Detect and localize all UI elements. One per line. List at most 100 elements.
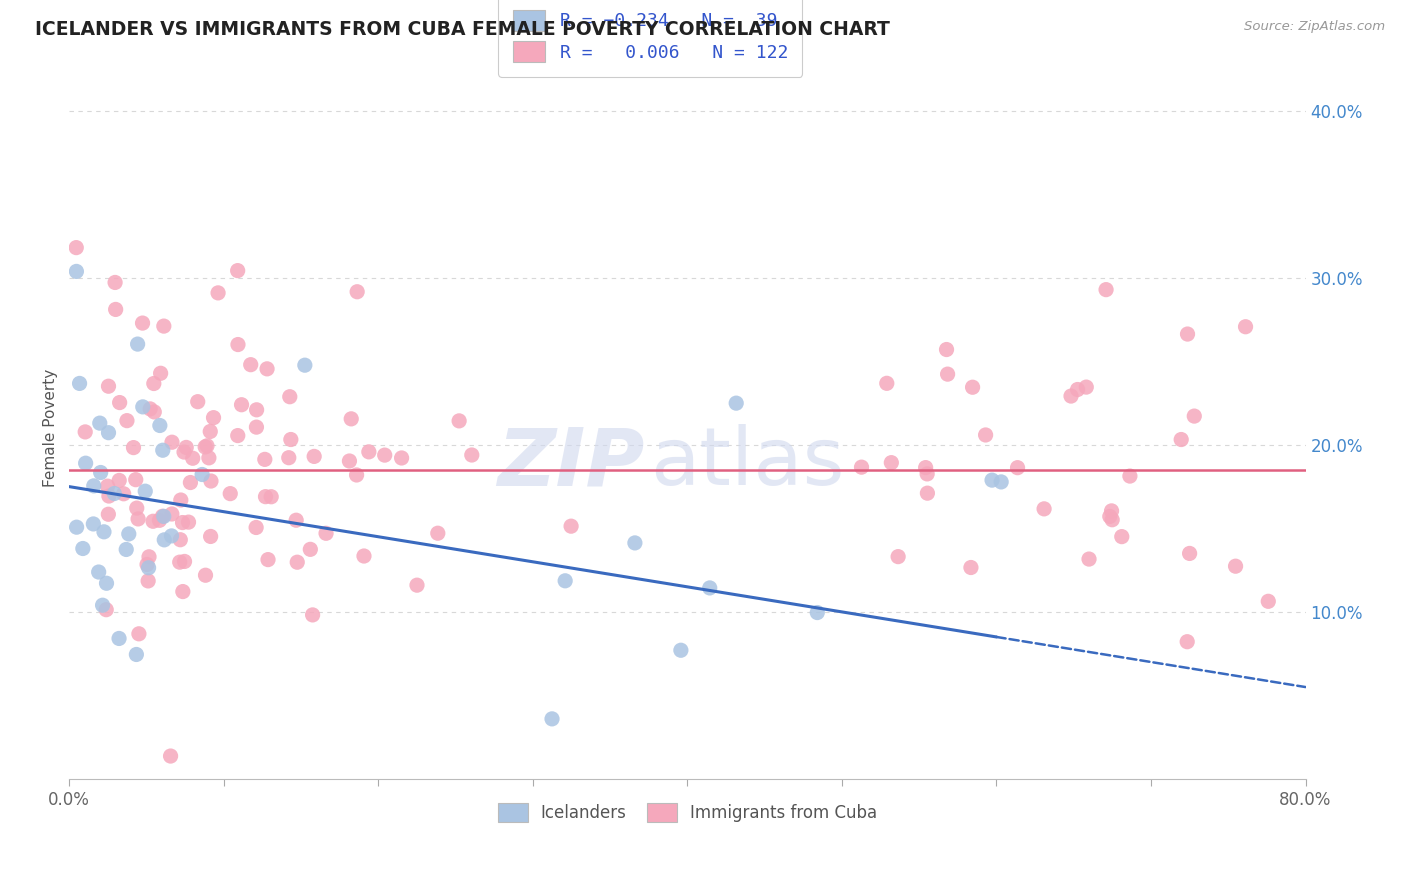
Point (406, 578, 429, 592)
Point (69, 376, 91, 391)
Point (1101, 504, 1123, 518)
Point (97, 479, 120, 493)
Point (194, 568, 217, 582)
Point (82, 516, 104, 531)
Point (219, 486, 242, 500)
Point (962, 380, 984, 394)
Point (170, 493, 193, 508)
Point (152, 509, 174, 524)
Point (143, 405, 166, 419)
Point (169, 533, 191, 547)
Point (108, 474, 131, 488)
Point (461, 448, 484, 462)
Point (301, 607, 323, 622)
Point (160, 435, 183, 450)
Point (200, 425, 222, 439)
Point (560, 519, 582, 533)
Point (65, 264, 87, 278)
Point (285, 555, 308, 569)
Point (104, 302, 127, 317)
Point (138, 549, 160, 564)
Point (1060, 389, 1083, 403)
Point (915, 467, 938, 481)
Point (136, 574, 159, 588)
Point (1119, 469, 1142, 483)
Point (159, 749, 181, 764)
Point (160, 529, 183, 543)
Point (194, 440, 217, 454)
Point (1101, 513, 1123, 527)
Point (554, 574, 576, 588)
Point (226, 263, 249, 277)
Point (97, 379, 120, 393)
Point (127, 512, 149, 526)
Point (960, 560, 983, 574)
Point (149, 366, 172, 380)
Point (725, 396, 748, 410)
Point (426, 526, 449, 541)
Point (125, 501, 148, 516)
Point (245, 520, 267, 534)
Point (277, 450, 299, 465)
Point (624, 536, 647, 550)
Point (1033, 501, 1056, 516)
Point (83, 479, 105, 493)
Point (1098, 509, 1121, 524)
Point (346, 285, 368, 299)
Point (1234, 319, 1257, 334)
Point (72, 541, 94, 556)
Text: ICELANDER VS IMMIGRANTS FROM CUBA FEMALE POVERTY CORRELATION CHART: ICELANDER VS IMMIGRANTS FROM CUBA FEMALE… (35, 20, 890, 38)
Point (1177, 326, 1199, 341)
Point (139, 401, 162, 416)
Point (118, 527, 141, 541)
Point (125, 648, 148, 662)
Point (1111, 530, 1133, 544)
Text: atlas: atlas (651, 425, 845, 502)
Point (173, 445, 195, 459)
Point (1007, 460, 1029, 475)
Point (340, 412, 363, 426)
Point (935, 343, 957, 357)
Point (315, 526, 337, 541)
Point (153, 319, 176, 334)
Point (936, 367, 959, 381)
Point (207, 285, 229, 300)
Text: Source: ZipAtlas.com: Source: ZipAtlas.com (1244, 20, 1385, 33)
Point (87, 565, 110, 579)
Point (339, 454, 361, 468)
Point (179, 475, 201, 490)
Point (153, 533, 176, 547)
Point (914, 460, 936, 475)
Point (169, 555, 191, 569)
Point (172, 516, 194, 530)
Point (299, 542, 322, 557)
Point (195, 439, 218, 453)
Point (1182, 409, 1205, 423)
Point (181, 451, 204, 466)
Point (200, 529, 222, 543)
Point (294, 358, 316, 372)
Point (96, 603, 118, 617)
Point (806, 606, 828, 620)
Point (245, 420, 267, 434)
Point (115, 542, 138, 557)
Point (917, 486, 939, 500)
Point (374, 448, 396, 462)
Point (112, 487, 135, 501)
Point (177, 515, 200, 529)
Point (103, 486, 125, 500)
Text: ZIP: ZIP (496, 425, 644, 502)
Point (449, 414, 471, 428)
Point (990, 475, 1012, 489)
Point (200, 474, 222, 488)
Point (97, 489, 120, 503)
Point (172, 584, 194, 599)
Legend: Icelanders, Immigrants from Cuba: Icelanders, Immigrants from Cuba (486, 791, 889, 834)
Point (91, 598, 114, 612)
Point (1257, 594, 1279, 608)
Point (1225, 559, 1247, 574)
Point (669, 643, 692, 657)
Point (93, 524, 115, 539)
Point (1175, 634, 1198, 648)
Point (152, 443, 174, 458)
